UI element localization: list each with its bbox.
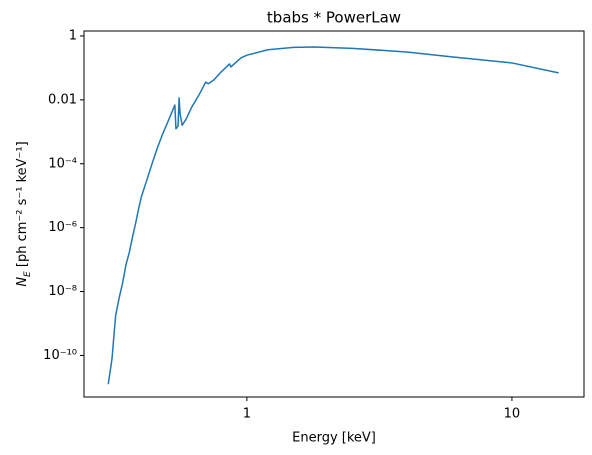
x-tick-label: 10 bbox=[504, 407, 521, 422]
y-label-part: E bbox=[23, 271, 33, 277]
x-tick-label: 1 bbox=[243, 407, 251, 422]
y-label-part: N bbox=[15, 277, 30, 287]
y-tick-label: 10⁻⁴ bbox=[48, 156, 77, 171]
data-line bbox=[107, 46, 559, 385]
plot-frame bbox=[83, 30, 585, 398]
y-tick-label: 10⁻¹⁰ bbox=[43, 348, 77, 363]
y-label-part: [ph cm⁻² s⁻¹ keV⁻¹] bbox=[15, 141, 30, 271]
y-tick-label: 10⁻⁸ bbox=[48, 284, 77, 299]
y-tick-label: 10⁻⁶ bbox=[48, 220, 77, 235]
y-axis-label: NE [ph cm⁻² s⁻¹ keV⁻¹] bbox=[15, 141, 33, 286]
y-tick-label: 1 bbox=[69, 28, 77, 43]
y-tick-label: 0.01 bbox=[48, 92, 77, 107]
chart-title: tbabs * PowerLaw bbox=[267, 9, 401, 27]
x-axis-label: Energy [keV] bbox=[292, 431, 376, 446]
